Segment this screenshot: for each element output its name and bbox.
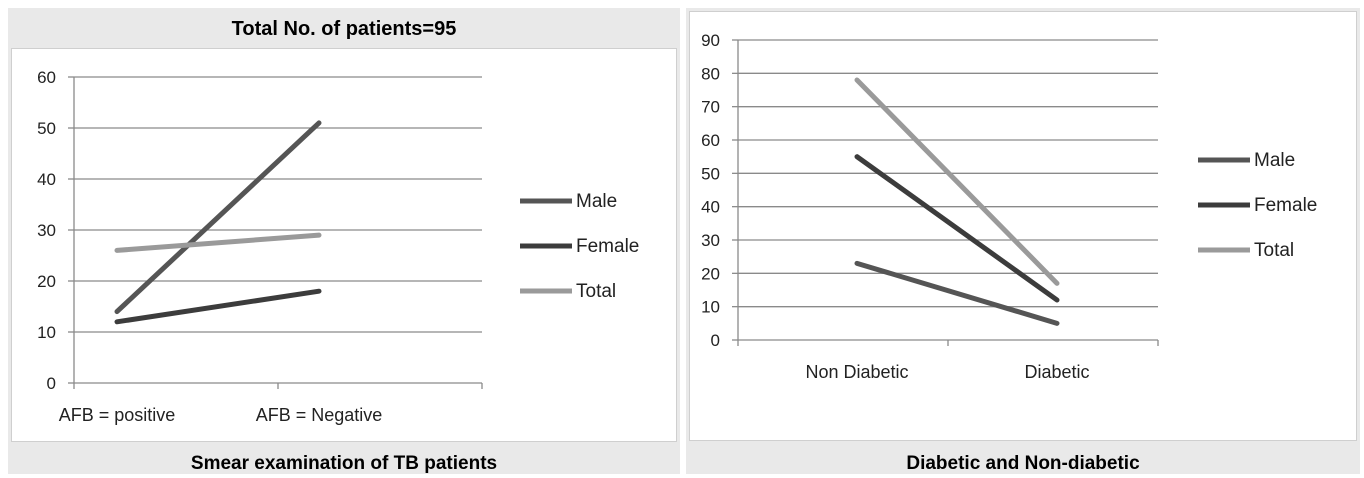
left-chart-title: Total No. of patients=95	[231, 18, 457, 40]
x-tick-label: Non Diabetic	[805, 362, 908, 382]
y-tick-label: 40	[37, 170, 56, 189]
series-line-male	[854, 260, 1060, 326]
y-tick-label: 0	[47, 374, 56, 393]
y-tick-label: 50	[701, 164, 720, 183]
left-line-chart: 0 10 20 30 40 50 60 AFB = positive AFB = Negativ…	[37, 68, 639, 425]
legend-label-female: Female	[1254, 195, 1317, 216]
y-tick-label: 30	[37, 221, 56, 240]
series-line-total	[854, 77, 1060, 286]
series-line-male	[114, 120, 322, 315]
left-chart-panel: Total No. of patients=95 0 10 20 30 40 50 60 AF…	[8, 8, 680, 474]
y-tick-label: 10	[701, 298, 720, 317]
series-line-total	[114, 232, 322, 253]
x-tick-label: Diabetic	[1024, 362, 1089, 382]
y-tick-label: 60	[701, 131, 720, 150]
right-chart-panel: 0 10 20 30 40 50 60 70 80 90 Non Diabetic Diabetic M…	[686, 8, 1360, 474]
y-tick-label: 60	[37, 68, 56, 87]
y-tick-label: 20	[37, 272, 56, 291]
series-line-female	[854, 154, 1060, 303]
legend-label-female: Female	[576, 236, 639, 257]
left-chart-caption: Smear examination of TB patients	[190, 453, 498, 474]
x-tick-label: AFB = positive	[59, 405, 176, 425]
legend-label-male: Male	[576, 191, 617, 212]
x-tick-label: AFB = Negative	[256, 405, 383, 425]
y-tick-label: 40	[701, 198, 720, 217]
right-line-chart: 0 10 20 30 40 50 60 70 80 90 Non Diabetic Diabetic M…	[701, 31, 1317, 382]
y-tick-label: 90	[701, 31, 720, 50]
y-tick-label: 10	[37, 323, 56, 342]
right-chart-caption: Diabetic and Non-diabetic	[906, 453, 1140, 474]
series-line-female	[114, 288, 322, 325]
y-tick-label: 70	[701, 98, 720, 117]
y-tick-label: 20	[701, 264, 720, 283]
y-tick-label: 80	[701, 64, 720, 83]
left-chart-area: 0 10 20 30 40 50 60 AFB = positive AFB = Negativ…	[11, 48, 677, 442]
right-chart-area: 0 10 20 30 40 50 60 70 80 90 Non Diabetic Diabetic M…	[689, 11, 1357, 441]
legend-label-total: Total	[1254, 240, 1294, 261]
legend-label-total: Total	[576, 281, 616, 302]
y-tick-label: 0	[711, 331, 720, 350]
y-tick-label: 30	[701, 231, 720, 250]
y-tick-label: 50	[37, 119, 56, 138]
legend-label-male: Male	[1254, 150, 1295, 171]
